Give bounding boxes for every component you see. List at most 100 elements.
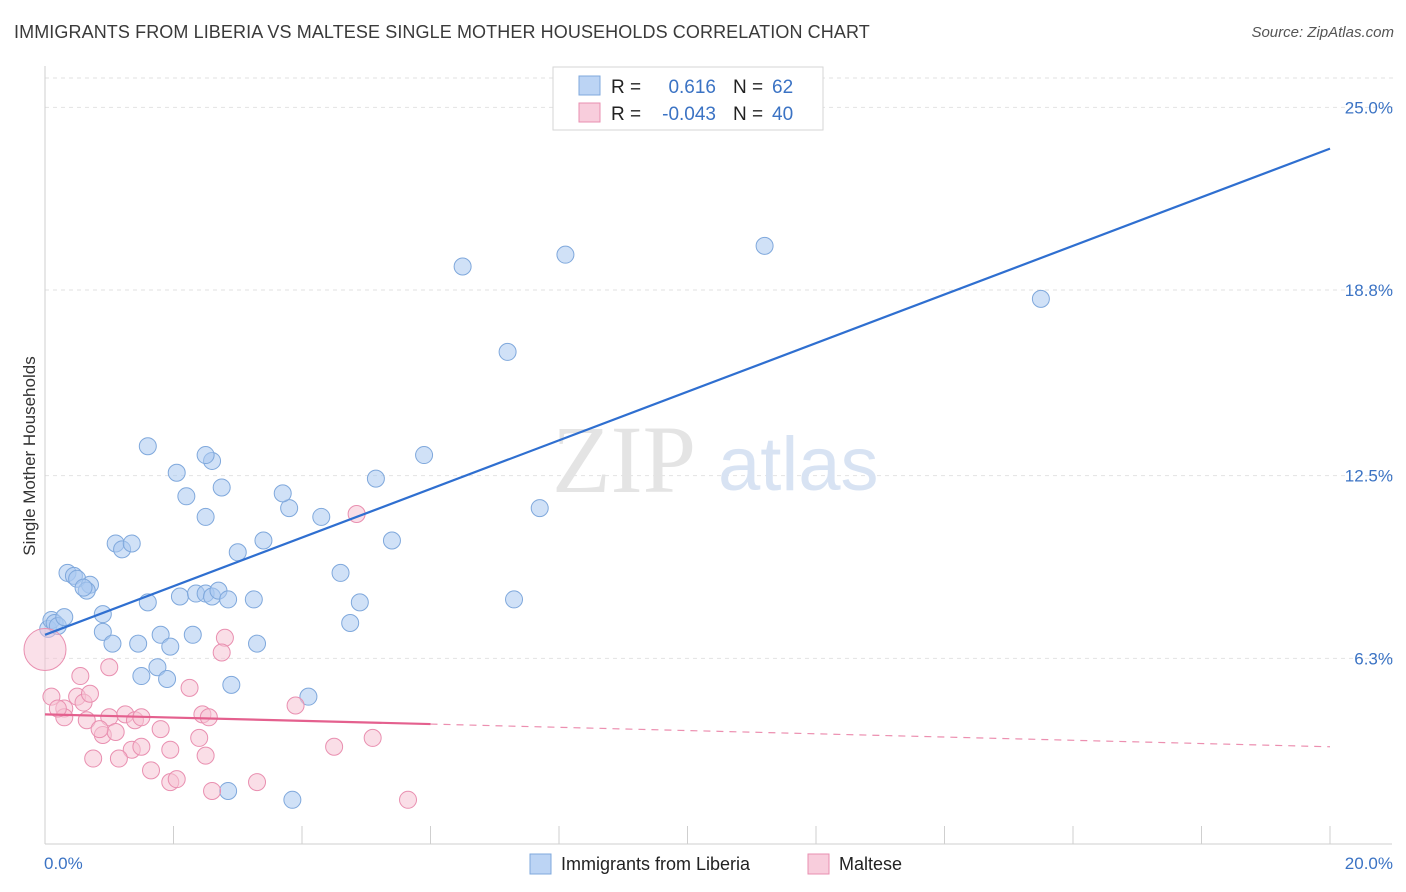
liberia-point [273, 484, 292, 503]
liberia-point [177, 487, 196, 506]
liberia-point [415, 446, 434, 465]
y-tick-label: 25.0% [1345, 98, 1393, 117]
liberia-point [138, 437, 157, 456]
liberia-point [366, 469, 385, 488]
maltese-point [167, 770, 186, 789]
liberia-point [132, 667, 151, 686]
maltese-point [90, 720, 109, 739]
x-tick-label-min: 0.0% [44, 854, 83, 873]
liberia-point [228, 543, 247, 562]
maltese-point [142, 761, 161, 780]
liberia-point [103, 634, 122, 653]
maltese-point [212, 643, 231, 662]
liberia-point [93, 622, 112, 641]
trendline-maltese-dashed [430, 723, 1331, 748]
maltese-point [132, 737, 151, 756]
watermark-atlas: atlas [718, 422, 879, 507]
liberia-point [248, 634, 267, 653]
bottom-legend-swatch-maltese [807, 853, 830, 875]
x-tick-label-max: 20.0% [1345, 854, 1393, 873]
maltese-point [71, 667, 90, 686]
bottom-legend-label-maltese: Maltese [839, 854, 902, 874]
trend-layer [44, 147, 1331, 748]
maltese-point [80, 684, 99, 703]
liberia-point [129, 634, 148, 653]
liberia-point [382, 531, 401, 550]
liberia-point [55, 608, 74, 627]
maltese-point [48, 699, 67, 718]
maltese-point [190, 728, 209, 747]
liberia-point [498, 342, 517, 361]
series-layer [23, 236, 1050, 809]
maltese-point [325, 737, 344, 756]
liberia-point [93, 605, 112, 624]
legend-n-label-liberia: N = [733, 77, 763, 98]
liberia-point [755, 236, 774, 255]
liberia-point [453, 257, 472, 276]
series-maltese [42, 504, 418, 809]
liberia-point [331, 563, 350, 582]
liberia-point [148, 658, 167, 677]
y-tick-label: 6.3% [1354, 649, 1393, 668]
source-label: Source: ZipAtlas.com [1251, 24, 1394, 41]
liberia-point [244, 590, 263, 609]
liberia-point [167, 463, 186, 482]
liberia-point [74, 578, 93, 597]
liberia-point [151, 625, 170, 644]
liberia-point [530, 499, 549, 518]
bottom-legend-label-liberia: Immigrants from Liberia [561, 854, 751, 874]
legend-swatch-maltese [578, 102, 601, 123]
liberia-point [222, 675, 241, 694]
maltese-point [84, 749, 103, 768]
liberia-point [341, 614, 360, 633]
liberia-point [350, 593, 369, 612]
watermark-zip: ZIP [552, 406, 696, 513]
liberia-point [158, 669, 177, 688]
watermark: ZIP atlas [552, 406, 879, 513]
legend-r-value-liberia: 0.616 [668, 77, 716, 98]
liberia-point [219, 781, 238, 800]
maltese-point [248, 773, 267, 792]
liberia-point [254, 531, 273, 550]
legend-r-label-maltese: R = [611, 104, 641, 125]
liberia-point [212, 478, 231, 497]
maltese-point-large [23, 628, 67, 672]
liberia-point [196, 507, 215, 526]
maltese-point [215, 628, 234, 647]
legend-n-value-liberia: 62 [772, 77, 793, 98]
liberia-point [183, 625, 202, 644]
legend-swatch-liberia [578, 75, 601, 96]
axes: 0.0% 20.0% [44, 66, 1393, 873]
liberia-point [556, 245, 575, 264]
liberia-point [219, 590, 238, 609]
maltese-point [286, 696, 305, 715]
maltese-point [106, 723, 125, 742]
bottom-legend: Immigrants from Liberia Maltese [529, 853, 902, 875]
liberia-point [122, 534, 141, 553]
legend-r-value-maltese: -0.043 [662, 104, 716, 125]
legend-n-label-maltese: N = [733, 104, 763, 125]
series-liberia [39, 236, 1050, 809]
maltese-point [100, 658, 119, 677]
y-tick-label: 12.5% [1345, 467, 1393, 486]
bottom-legend-swatch-liberia [529, 853, 552, 875]
liberia-point [1031, 289, 1050, 308]
trendline-maltese-solid [44, 713, 431, 726]
liberia-point [161, 637, 180, 656]
liberia-point [312, 507, 331, 526]
maltese-point [161, 740, 180, 759]
maltese-point [151, 720, 170, 739]
gridlines: 6.3% 12.5% 18.8% 25.0% [45, 77, 1395, 668]
liberia-point [299, 687, 318, 706]
legend-r-label-liberia: R = [611, 77, 641, 98]
maltese-point [196, 746, 215, 765]
liberia-point [196, 446, 215, 465]
maltese-point [399, 790, 418, 809]
liberia-point [505, 590, 524, 609]
liberia-point [283, 790, 302, 809]
liberia-point [170, 587, 189, 606]
legend-n-value-maltese: 40 [772, 104, 793, 125]
legend-box: R = 0.616 N = 62 R = -0.043 N = 40 [552, 66, 824, 131]
maltese-point [109, 749, 128, 768]
y-tick-label: 18.8% [1345, 281, 1393, 300]
